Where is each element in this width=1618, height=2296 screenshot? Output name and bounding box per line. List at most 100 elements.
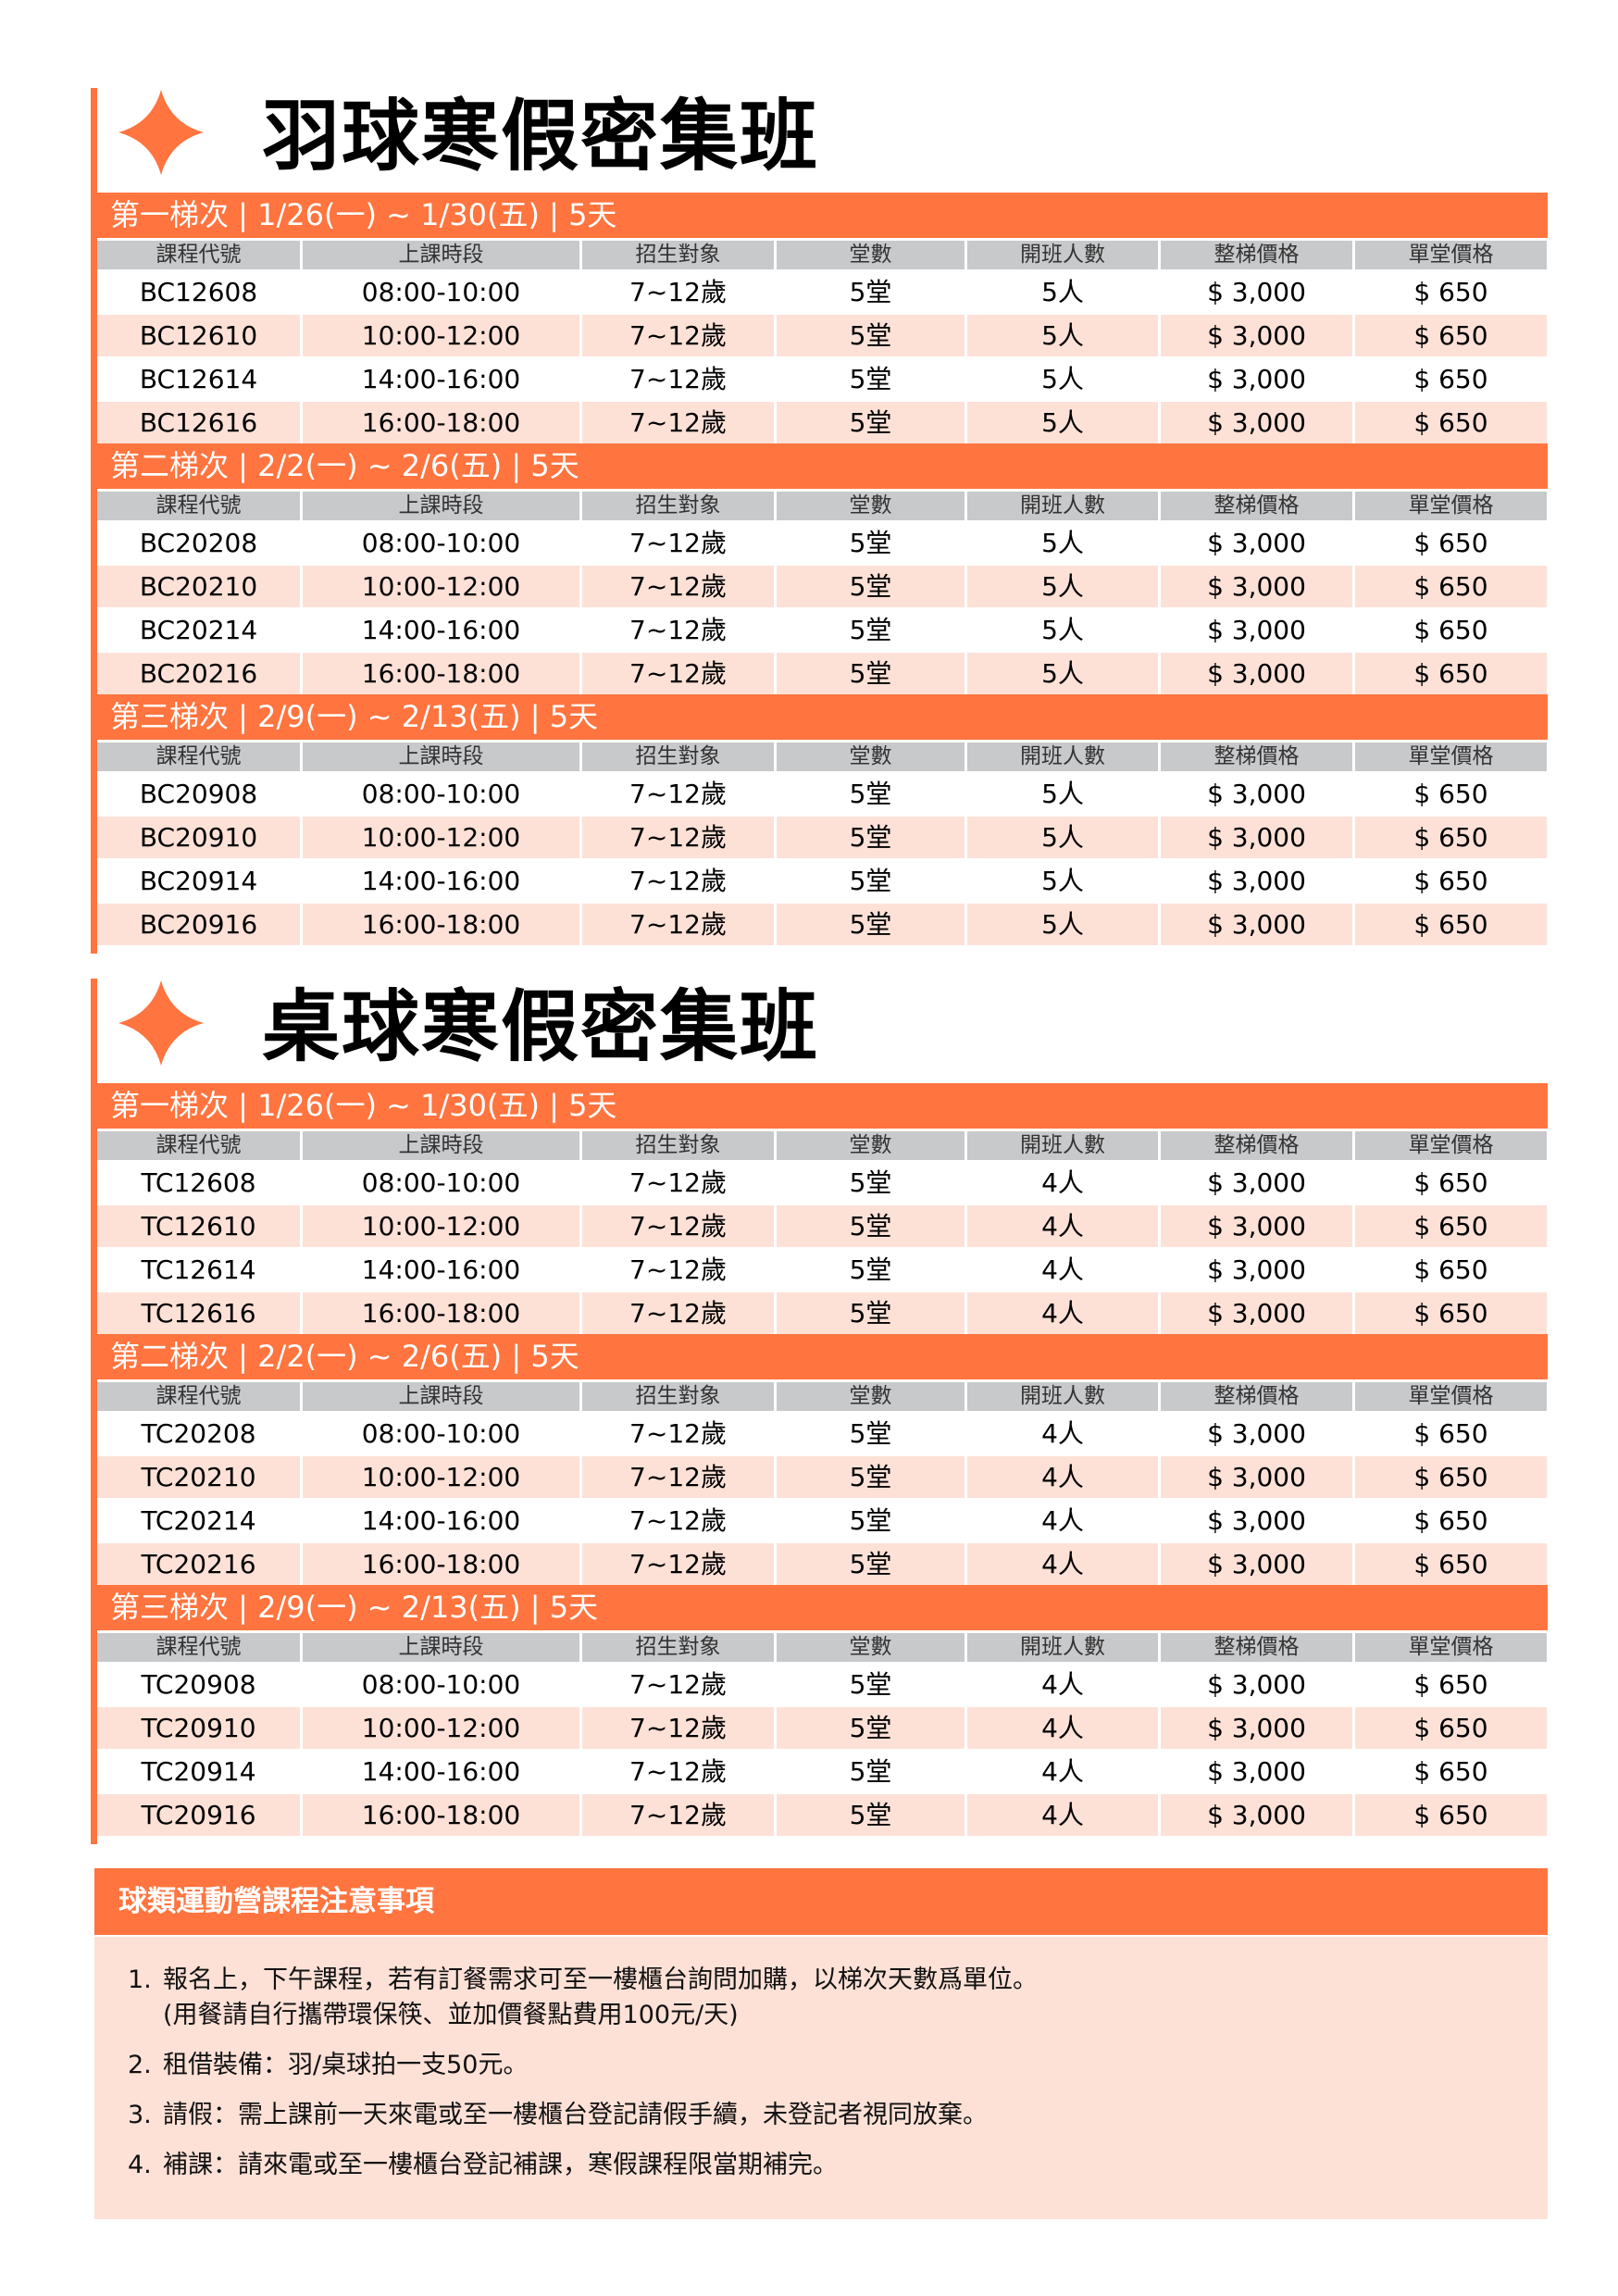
- section-header: 羽球寒假密集班: [91, 88, 1548, 193]
- table-cell: 4人: [967, 1205, 1158, 1247]
- table-cell: 5堂: [849, 1167, 892, 1198]
- note-content: 報名上，下午課程，若有訂餐需求可至一樓櫃台詢問加購，以梯次天數爲單位。 (用餐請自…: [163, 1963, 1038, 2033]
- table-cell: TC20208: [141, 1418, 256, 1449]
- table-cell: 5人: [967, 315, 1158, 356]
- table-cell: 7~12歲: [582, 904, 774, 945]
- table-cell: $ 3,000: [1207, 1756, 1306, 1787]
- accent-bar: [91, 979, 97, 1844]
- table-cell: $ 3,000: [1161, 653, 1352, 694]
- table-cell: $ 3,000: [1207, 1167, 1306, 1198]
- column-header: 單堂價格: [1355, 1382, 1547, 1411]
- table-cell: 5人: [967, 566, 1158, 607]
- table-cell: 08:00-10:00: [361, 1669, 521, 1700]
- note-item: 3. 請假：需上課前一天來電或至一樓櫃台登記請假手續，未登記者視同放棄。: [94, 2098, 1548, 2133]
- column-header: 堂數: [777, 742, 965, 771]
- column-header: 課程代號: [97, 742, 300, 771]
- table-cell: 5人: [967, 817, 1158, 858]
- table-cell: $ 3,000: [1207, 1505, 1306, 1536]
- column-header: 招生對象: [582, 742, 774, 771]
- table-cell: $ 650: [1413, 1756, 1488, 1787]
- table-row: TC20908 08:00-10:00 7~12歲 5堂 4人 $ 3,000 $ 650: [97, 1664, 1548, 1705]
- note-content: 租借裝備：羽/桌球拍一支50元。: [163, 2048, 528, 2083]
- table-cell: 5堂: [777, 1707, 965, 1749]
- table-cell: 5堂: [849, 1756, 892, 1787]
- table-cell: BC20208: [139, 528, 258, 558]
- table-cell: 5堂: [777, 1794, 965, 1836]
- column-header: 開班人數: [967, 1382, 1158, 1411]
- table-cell: 14:00-16:00: [361, 1254, 521, 1285]
- table-cell: 7~12歲: [629, 1418, 727, 1449]
- table-cell: 08:00-10:00: [361, 1418, 521, 1449]
- table-cell: 5堂: [777, 1456, 965, 1498]
- table-cell: $ 650: [1413, 1254, 1488, 1285]
- table-cell: 7~12歲: [629, 1669, 727, 1700]
- table-row: BC20914 14:00-16:00 7~12歲 5堂 5人 $ 3,000 $ 650: [97, 860, 1548, 902]
- table-cell: 5堂: [777, 1543, 965, 1585]
- table-cell: 5堂: [777, 817, 965, 858]
- tier-label: 第二梯次 | 2/2(一) ~ 2/6(五) | 5天: [97, 1334, 1548, 1379]
- column-header: 招生對象: [582, 492, 774, 520]
- table-cell: $ 3,000: [1161, 1456, 1352, 1498]
- tier-block: 第三梯次 | 2/9(一) ~ 2/13(五) | 5天 課程代號 上課時段 招生對象…: [97, 694, 1548, 945]
- table-cell: 5堂: [777, 315, 965, 356]
- table-cell: $ 3,000: [1161, 1292, 1352, 1334]
- table-cell: TC12614: [141, 1254, 256, 1285]
- table-cell: $ 3,000: [1161, 817, 1352, 858]
- table-row: BC20214 14:00-16:00 7~12歲 5堂 5人 $ 3,000 $ 650: [97, 609, 1548, 651]
- table-cell: 5人: [967, 402, 1158, 443]
- table-row: BC20216 16:00-18:00 7~12歲 5堂 5人 $ 3,000 $ 650: [97, 653, 1548, 694]
- section-header: 桌球寒假密集班: [91, 979, 1548, 1083]
- table-header-row: 課程代號 上課時段 招生對象 堂數 開班人數 整梯價格 單堂價格: [97, 241, 1548, 269]
- column-header: 單堂價格: [1355, 1633, 1547, 1662]
- table-cell: $ 650: [1355, 315, 1547, 356]
- column-header: 上課時段: [303, 1131, 579, 1160]
- table-cell: 7~12歲: [582, 1794, 774, 1836]
- table-header-row: 課程代號 上課時段 招生對象 堂數 開班人數 整梯價格 單堂價格: [97, 1633, 1548, 1662]
- badminton-section: 羽球寒假密集班 第一梯次 | 1/26(一) ~ 1/30(五) | 5天 課程代號…: [91, 88, 1548, 954]
- column-header: 上課時段: [303, 742, 579, 771]
- table-cell: 4人: [1041, 1254, 1084, 1285]
- column-header: 整梯價格: [1161, 241, 1352, 269]
- table-row: TC12610 10:00-12:00 7~12歲 5堂 4人 $ 3,000 $ 650: [97, 1205, 1548, 1247]
- table-cell: TC20916: [97, 1794, 300, 1836]
- column-header: 課程代號: [97, 1633, 300, 1662]
- table-header-row: 課程代號 上課時段 招生對象 堂數 開班人數 整梯價格 單堂價格: [97, 492, 1548, 520]
- table-cell: TC20214: [141, 1505, 256, 1536]
- column-header: 招生對象: [582, 1382, 774, 1411]
- table-cell: $ 650: [1413, 1669, 1488, 1700]
- table-cell: $ 650: [1413, 779, 1488, 809]
- tier-label: 第三梯次 | 2/9(一) ~ 2/13(五) | 5天: [97, 694, 1548, 740]
- column-header: 單堂價格: [1355, 492, 1547, 520]
- column-header: 整梯價格: [1161, 1382, 1352, 1411]
- table-cell: BC12610: [97, 315, 300, 356]
- table-cell: 7~12歲: [629, 615, 727, 645]
- tier-block: 第二梯次 | 2/2(一) ~ 2/6(五) | 5天 課程代號 上課時段 招生對象堂…: [97, 443, 1548, 694]
- table-cell: $ 650: [1413, 364, 1488, 394]
- column-header: 堂數: [777, 492, 965, 520]
- column-header: 開班人數: [967, 1633, 1158, 1662]
- table-cell: 5人: [967, 653, 1158, 694]
- table-cell: 5堂: [849, 277, 892, 307]
- table-cell: 14:00-16:00: [361, 1756, 521, 1787]
- table-cell: 7~12歲: [582, 1707, 774, 1749]
- table-cell: 7~12歲: [582, 1292, 774, 1334]
- table-cell: $ 650: [1355, 1292, 1547, 1334]
- table-cell: 7~12歲: [629, 866, 727, 896]
- table-cell: $ 650: [1355, 1794, 1547, 1836]
- column-header: 招生對象: [582, 1633, 774, 1662]
- column-header: 堂數: [777, 1131, 965, 1160]
- tier-block: 第三梯次 | 2/9(一) ~ 2/13(五) | 5天 課程代號 上課時段 招生對象…: [97, 1585, 1548, 1836]
- table-cell: $ 3,000: [1161, 402, 1352, 443]
- table-cell: BC12614: [139, 364, 258, 394]
- table-cell: 7~12歲: [629, 364, 727, 394]
- table-cell: TC20216: [97, 1543, 300, 1585]
- table-cell: $ 3,000: [1161, 566, 1352, 607]
- table-cell: $ 3,000: [1161, 1205, 1352, 1247]
- table-row: BC12608 08:00-10:00 7~12歲 5堂 5人 $ 3,000 $ 650: [97, 271, 1548, 313]
- table-cell: 5人: [1041, 528, 1084, 558]
- column-header: 課程代號: [97, 241, 300, 269]
- table-cell: 16:00-18:00: [303, 1292, 579, 1334]
- table-cell: $ 650: [1355, 402, 1547, 443]
- column-header: 堂數: [777, 1633, 965, 1662]
- tier-block: 第一梯次 | 1/26(一) ~ 1/30(五) | 5天 課程代號 上課時段 招生對…: [97, 193, 1548, 443]
